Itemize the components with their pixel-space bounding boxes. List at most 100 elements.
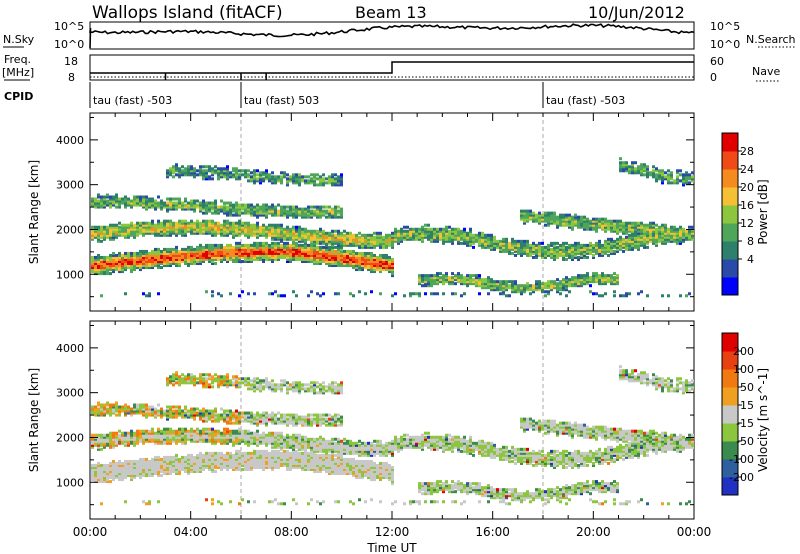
power-cell	[250, 225, 253, 229]
power-cell	[322, 229, 325, 233]
power-cell	[274, 249, 277, 253]
velocity-cell	[196, 429, 199, 433]
velocity-cell	[214, 435, 217, 439]
power-cell	[292, 231, 295, 235]
power-cell	[604, 217, 607, 221]
power-cell	[172, 257, 175, 261]
power-cell	[523, 219, 526, 223]
power-cell	[322, 237, 325, 241]
power-cell	[169, 257, 172, 261]
power-cell	[139, 257, 142, 261]
power-cell	[688, 175, 691, 179]
velocity-cell	[178, 411, 181, 415]
velocity-cell	[187, 375, 190, 379]
velocity-cell	[136, 470, 139, 474]
power-cell	[241, 249, 244, 253]
velocity-cell	[217, 385, 220, 389]
power-cell	[319, 233, 322, 237]
velocity-cell	[112, 435, 115, 439]
power-cell	[484, 235, 487, 239]
power-cell	[214, 229, 217, 233]
velocity-cell	[187, 377, 190, 381]
velocity-cell	[100, 413, 103, 417]
power-cell	[364, 235, 367, 239]
power-cell	[109, 235, 112, 239]
power-cell	[127, 266, 130, 270]
power-cell	[256, 251, 259, 255]
power-cell	[280, 255, 283, 259]
power-cell	[382, 268, 385, 272]
power-cell	[358, 237, 361, 241]
power-cell	[598, 239, 601, 243]
velocity-cell	[103, 411, 106, 415]
power-cell	[244, 207, 247, 211]
power-cell	[478, 237, 481, 241]
power-cell	[103, 266, 106, 270]
power-cell	[124, 292, 127, 296]
power-cell	[211, 262, 214, 266]
velocity-cell	[118, 437, 121, 441]
velocity-cell	[193, 437, 196, 441]
power-cell	[313, 181, 316, 185]
power-cell	[187, 221, 190, 225]
power-cell	[571, 284, 574, 288]
power-cell	[553, 249, 556, 253]
power-cell	[646, 173, 649, 177]
power-cell	[118, 201, 121, 205]
power-cell	[553, 219, 556, 223]
power-cell	[202, 245, 205, 249]
power-cell	[637, 231, 640, 235]
power-cell	[136, 251, 139, 255]
power-cell	[100, 203, 103, 207]
power-cell	[382, 260, 385, 263]
velocity-cell	[211, 459, 214, 463]
velocity-cell	[115, 431, 118, 435]
power-cell	[115, 205, 118, 209]
velocity-cell	[199, 381, 202, 385]
power-cell	[211, 255, 214, 259]
power-cell	[589, 284, 592, 288]
power-cell	[193, 167, 196, 171]
velocity-cell	[226, 383, 229, 387]
power-cell	[148, 231, 151, 235]
power-cell	[514, 290, 517, 294]
power-cell	[376, 237, 379, 241]
power-cell	[265, 229, 268, 233]
power-cell	[184, 251, 187, 255]
power-cell	[301, 227, 304, 231]
power-cell	[280, 211, 283, 215]
power-cell	[226, 233, 229, 237]
power-cell	[640, 223, 643, 227]
power-cell	[574, 221, 577, 225]
velocity-cell	[220, 379, 223, 383]
power-cell	[133, 229, 136, 233]
power-cell	[283, 207, 286, 211]
velocity-cell	[115, 437, 118, 441]
power-cell	[322, 209, 325, 213]
power-cell	[121, 229, 124, 233]
velocity-cell	[97, 401, 100, 405]
freq-tick-top: 18	[64, 55, 78, 68]
power-cell	[577, 215, 580, 219]
power-cell	[520, 245, 523, 249]
power-cell	[184, 255, 187, 259]
power-cell	[286, 227, 289, 231]
power-cell	[520, 288, 523, 292]
power-cell	[130, 221, 133, 225]
power-cell	[682, 227, 685, 231]
power-cell	[256, 257, 259, 261]
power-cell	[178, 199, 181, 203]
velocity-cell	[181, 429, 184, 433]
velocity-cell	[148, 409, 151, 413]
power-cell	[355, 260, 358, 263]
power-cell	[175, 205, 178, 209]
power-cell	[118, 251, 121, 255]
velocity-cell	[91, 405, 94, 409]
velocity-cell	[151, 429, 154, 433]
power-cell	[253, 205, 256, 209]
power-cell	[277, 249, 280, 253]
power-cell	[370, 270, 373, 274]
power-cell	[121, 264, 124, 268]
power-cell	[577, 251, 580, 255]
power-cell	[412, 233, 415, 237]
